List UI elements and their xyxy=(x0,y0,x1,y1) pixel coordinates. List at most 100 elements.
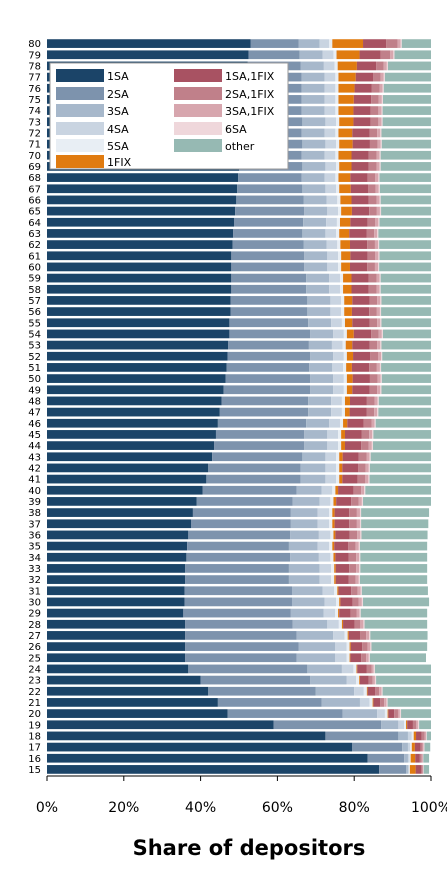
y-tick-label-58: 58 xyxy=(28,285,41,296)
bar-segment-1fix-79 xyxy=(336,50,360,60)
bar-segment-1sa-58 xyxy=(47,284,232,294)
x-tick-labels: 0% 20% 40% 60% 80% 100% xyxy=(36,800,447,816)
bar-segment-6sa-55 xyxy=(380,318,382,328)
y-tick-label-61: 61 xyxy=(28,251,41,262)
bar-segment-2sa-1fix-79 xyxy=(380,50,391,60)
bar-segment-5sa-61 xyxy=(338,251,342,261)
bar-segment-1sa-26 xyxy=(47,642,186,651)
legend-swatch xyxy=(174,69,222,82)
bar-segment-other-23 xyxy=(376,675,431,685)
y-tick-label-72: 72 xyxy=(28,128,41,139)
y-tick-label-26: 26 xyxy=(28,642,41,653)
bar-segment-other-30 xyxy=(363,597,430,607)
bar-segment-3sa-55 xyxy=(308,318,332,328)
legend-swatch xyxy=(56,69,104,82)
bar-segment-5sa-58 xyxy=(339,284,344,294)
bar-segment-3sa-1fix-17 xyxy=(422,742,424,752)
y-tick-label-23: 23 xyxy=(28,676,41,687)
bar-segment-2sa-1fix-55 xyxy=(369,318,378,328)
bar-segment-3sa-1fix-56 xyxy=(376,307,380,316)
bar-segment-3sa-51 xyxy=(309,363,333,372)
legend-label: 2SA xyxy=(107,88,129,101)
bar-segment-3sa-71 xyxy=(302,139,326,149)
bar-segment-2sa-1fix-43 xyxy=(358,452,367,462)
bar-segment-2sa-43 xyxy=(212,452,303,462)
bar-segment-5sa-54 xyxy=(343,329,347,339)
bar-segment-1sa-22 xyxy=(47,686,209,696)
bar-segment-1sa-27 xyxy=(47,631,186,640)
bar-segment-6sa-69 xyxy=(379,162,381,171)
bar-segment-2sa-1fix-21 xyxy=(380,698,385,707)
bar-segment-3sa-1fix-43 xyxy=(366,452,370,462)
bar-segment-2sa-1fix-66 xyxy=(368,195,377,205)
bar-segment-1sa-1fix-63 xyxy=(349,229,367,238)
bar-segment-1fix-49 xyxy=(346,385,353,395)
y-tick-label-19: 19 xyxy=(28,720,41,731)
y-tick-label-15: 15 xyxy=(28,765,41,776)
bar-segment-4sa-80 xyxy=(319,39,330,48)
bar-segment-5sa-52 xyxy=(343,351,347,361)
bar-segment-2sa-34 xyxy=(186,552,291,562)
bar-segment-3sa-1fix-21 xyxy=(384,698,387,707)
bar-segment-3sa-62 xyxy=(303,240,327,249)
bar-segment-1fix-80 xyxy=(332,39,364,48)
bar-segment-2sa-66 xyxy=(236,195,304,205)
bar-segment-1sa-1fix-49 xyxy=(352,385,370,395)
legend-label: 1FIX xyxy=(107,156,132,169)
bar-segment-5sa-25 xyxy=(346,653,350,663)
bar-segment-2sa-17 xyxy=(352,742,403,752)
bar-segment-5sa-23 xyxy=(356,675,360,685)
bar-segment-2sa-1fix-63 xyxy=(366,229,375,238)
bar-segment-3sa-24 xyxy=(307,664,342,674)
bar-segment-4sa-36 xyxy=(318,530,331,540)
bar-segment-3sa-1fix-35 xyxy=(355,541,359,551)
bar-segment-3sa-1fix-47 xyxy=(374,407,378,417)
bar-segment-1fix-54 xyxy=(346,329,354,339)
y-tick-label-18: 18 xyxy=(28,731,41,742)
bar-segment-1sa-43 xyxy=(47,452,213,462)
bar-segment-6sa-47 xyxy=(377,407,379,417)
bar-segment-5sa-21 xyxy=(369,698,373,707)
bar-segment-other-24 xyxy=(374,664,431,674)
bar-segment-other-46 xyxy=(375,418,431,428)
bar-segment-1fix-73 xyxy=(339,117,354,127)
bar-segment-other-66 xyxy=(380,195,431,205)
y-tick-label-71: 71 xyxy=(28,140,41,151)
bar-segment-1sa-51 xyxy=(47,363,227,372)
x-tick-label: 100% xyxy=(411,800,447,816)
bar-segment-5sa-44 xyxy=(338,441,342,450)
bar-segment-2sa-38 xyxy=(192,508,291,517)
y-tick-label-39: 39 xyxy=(28,497,41,508)
bar-segment-other-44 xyxy=(373,441,431,450)
bar-segment-1sa-57 xyxy=(47,296,231,305)
y-tick-label-27: 27 xyxy=(28,631,41,642)
y-tick-label-60: 60 xyxy=(28,262,41,273)
bar-segment-3sa-65 xyxy=(304,206,328,216)
bar-segment-2sa-1fix-30 xyxy=(352,597,359,607)
bar-segment-other-42 xyxy=(369,463,431,473)
bar-segment-other-48 xyxy=(378,396,431,406)
bar-segment-1fix-23 xyxy=(359,675,360,685)
y-tick-label-70: 70 xyxy=(28,151,41,162)
y-tick-labels: 1516171819202122232425262728293031323334… xyxy=(28,39,41,776)
bar-segment-other-70 xyxy=(380,150,431,160)
bar-segment-3sa-1fix-37 xyxy=(356,519,360,529)
bar-segment-other-21 xyxy=(387,698,431,707)
bar-segment-1sa-1fix-33 xyxy=(335,564,350,573)
bar-segment-6sa-61 xyxy=(378,251,380,261)
bar-segment-1sa-41 xyxy=(47,474,207,484)
y-tick-label-30: 30 xyxy=(28,597,41,608)
bar-segment-2sa-28 xyxy=(185,619,293,629)
bar-segment-3sa-1fix-68 xyxy=(375,173,379,182)
bar-segment-3sa-63 xyxy=(302,229,326,238)
bar-segment-6sa-54 xyxy=(381,329,383,339)
bar-segment-3sa-54 xyxy=(310,329,334,339)
bar-segment-4sa-27 xyxy=(333,631,345,640)
legend-label: 4SA xyxy=(107,123,129,136)
bar-segment-3sa-18 xyxy=(398,731,408,741)
bar-segment-6sa-49 xyxy=(380,385,382,395)
bar-segment-2sa-47 xyxy=(219,407,309,417)
bar-segment-other-29 xyxy=(360,608,428,618)
bar-segment-3sa-1fix-34 xyxy=(356,552,360,562)
bar-segment-1fix-67 xyxy=(339,184,351,194)
